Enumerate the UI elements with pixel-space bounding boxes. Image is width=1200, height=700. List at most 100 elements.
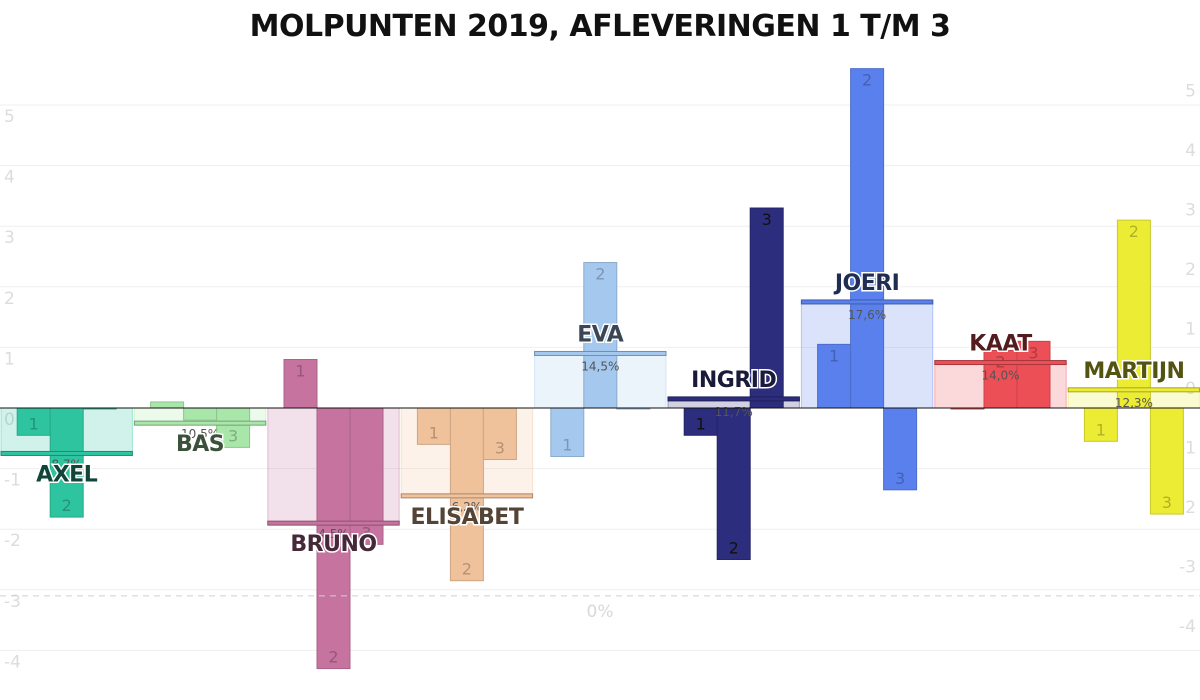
percent-label: 6,2% bbox=[452, 500, 483, 514]
percent-label: 4,5% bbox=[318, 527, 349, 541]
right-tick-label: 5 bbox=[1185, 82, 1196, 102]
episode-label: 3 bbox=[762, 210, 772, 229]
episode-label: 3 bbox=[361, 523, 371, 542]
contestant-group-axel: 1 2 8,7%AXEL bbox=[0, 407, 133, 518]
episode-label: 2 bbox=[462, 560, 472, 579]
average-line bbox=[667, 396, 800, 402]
episode-label: 3 bbox=[1162, 493, 1172, 512]
contestant-name: BRUNO bbox=[290, 532, 376, 557]
episode-bar bbox=[1116, 219, 1151, 409]
right-tick-label: 2 bbox=[1185, 260, 1196, 280]
episode-bar bbox=[550, 407, 585, 457]
contestant-name: JOERI bbox=[833, 271, 900, 296]
left-tick-label: -2 bbox=[4, 531, 21, 551]
chart-title: MOLPUNTEN 2019, AFLEVERINGEN 1 T/M 3 bbox=[250, 9, 951, 44]
right-tick-label: 4 bbox=[1185, 141, 1196, 161]
contestant-name: ELISABET bbox=[410, 505, 523, 530]
episode-bar bbox=[416, 407, 451, 445]
episode-bar bbox=[983, 349, 1018, 409]
left-axis-ticks: -4 -3 -2 -1 0 1 2 3 4 5 bbox=[4, 107, 21, 672]
percent-label: 8,7% bbox=[51, 457, 82, 471]
episode-bar bbox=[817, 343, 852, 409]
episode-bar bbox=[183, 407, 218, 421]
episode-label: 3 bbox=[895, 469, 905, 488]
contestant-group-elisabet: 1 2 3 6,2%ELISABET bbox=[400, 407, 534, 582]
average-line bbox=[267, 520, 400, 526]
episode-label: 3 bbox=[495, 439, 505, 458]
contestant-group-bruno: 1 2 3 4,5%BRUNO bbox=[267, 359, 400, 670]
episode-label: 2 bbox=[62, 496, 72, 515]
percent-label: 14,0% bbox=[981, 369, 1019, 383]
right-tick-label: -3 bbox=[1179, 558, 1196, 578]
episode-label: 1 bbox=[429, 423, 439, 442]
contestant-group-martijn: 1 2 3 12,3% MARTIJN bbox=[1067, 219, 1200, 515]
episode-label: 1 bbox=[295, 362, 305, 381]
episode-label: 1 bbox=[696, 414, 706, 433]
contestant-name: INGRID bbox=[691, 368, 776, 393]
reference-label: 0% bbox=[587, 602, 614, 622]
percent-label: 14,5% bbox=[581, 359, 619, 373]
episode-bar bbox=[316, 407, 351, 670]
contestant-group-bas: 3 10,5%BAS bbox=[133, 401, 267, 459]
average-line bbox=[0, 450, 133, 456]
episode-label: 2 bbox=[328, 648, 338, 667]
left-tick-label: 1 bbox=[4, 349, 15, 369]
right-tick-label: 1 bbox=[1185, 320, 1196, 340]
average-line bbox=[534, 350, 667, 356]
episode-bar bbox=[1083, 407, 1118, 442]
episode-bar bbox=[1016, 340, 1051, 409]
episode-bar bbox=[16, 407, 51, 436]
episode-label: 2 bbox=[729, 539, 739, 558]
left-tick-label: 2 bbox=[4, 289, 15, 309]
episode-label: 2 bbox=[1129, 222, 1139, 241]
contestant-group-kaat: 2314,0%KAAT bbox=[934, 330, 1067, 410]
contestant-group-joeri: 1 2 3 17,6% JOERI bbox=[800, 68, 934, 491]
contestant-name: EVA bbox=[577, 322, 624, 347]
left-tick-label: -1 bbox=[4, 471, 21, 491]
average-line bbox=[400, 493, 534, 499]
contestant-groups: 1 2 8,7%AXEL 3 10,5%BAS 1 2 3 4,5%BRUNO 1 2 3 6,2%EL… bbox=[0, 68, 1200, 670]
contestant-name: BAS bbox=[176, 432, 224, 457]
contestant-name: MARTIJN bbox=[1083, 359, 1184, 384]
left-tick-label: -3 bbox=[4, 592, 21, 612]
episode-bar bbox=[49, 407, 84, 518]
episode-label: 1 bbox=[562, 435, 572, 454]
left-tick-label: 3 bbox=[4, 228, 15, 248]
contestant-group-ingrid: 1 2 3 11,7% INGRID bbox=[667, 207, 800, 560]
average-line bbox=[800, 299, 934, 305]
percent-label: 12,3% bbox=[1115, 396, 1153, 410]
episode-bar bbox=[216, 407, 251, 448]
episode-bar bbox=[150, 401, 185, 409]
episode-label: 2 bbox=[595, 265, 605, 284]
episode-bar bbox=[283, 359, 318, 409]
episode-bar bbox=[749, 207, 784, 409]
episode-bar bbox=[850, 68, 885, 409]
contestant-group-eva: 1 2 14,5% EVA bbox=[534, 262, 667, 457]
percent-label: 10,5% bbox=[181, 427, 219, 441]
episode-label: 2 bbox=[862, 71, 872, 90]
episode-label: 1 bbox=[1096, 420, 1106, 439]
contestant-name: AXEL bbox=[36, 462, 98, 487]
percent-label: 17,6% bbox=[848, 308, 886, 322]
episode-label: 3 bbox=[228, 426, 238, 445]
left-tick-label: 5 bbox=[4, 107, 15, 127]
average-line bbox=[934, 360, 1067, 366]
episode-label: 1 bbox=[829, 346, 839, 365]
left-tick-label: -4 bbox=[4, 652, 21, 672]
contestant-name: KAAT bbox=[969, 332, 1032, 357]
episode-bar bbox=[482, 407, 517, 461]
average-line bbox=[1067, 387, 1200, 393]
episode-bar bbox=[583, 262, 618, 409]
percent-label: 11,7% bbox=[715, 405, 753, 419]
left-tick-label: 0 bbox=[4, 410, 15, 430]
episode-bar bbox=[1149, 407, 1184, 515]
episode-label: 1 bbox=[29, 414, 39, 433]
right-tick-label: -4 bbox=[1179, 617, 1196, 637]
episode-bar bbox=[716, 407, 751, 560]
episode-bar bbox=[883, 407, 918, 491]
left-tick-label: 4 bbox=[4, 168, 15, 188]
episode-label: 3 bbox=[1028, 343, 1038, 362]
average-line bbox=[133, 420, 267, 426]
right-tick-label: 3 bbox=[1185, 201, 1196, 221]
